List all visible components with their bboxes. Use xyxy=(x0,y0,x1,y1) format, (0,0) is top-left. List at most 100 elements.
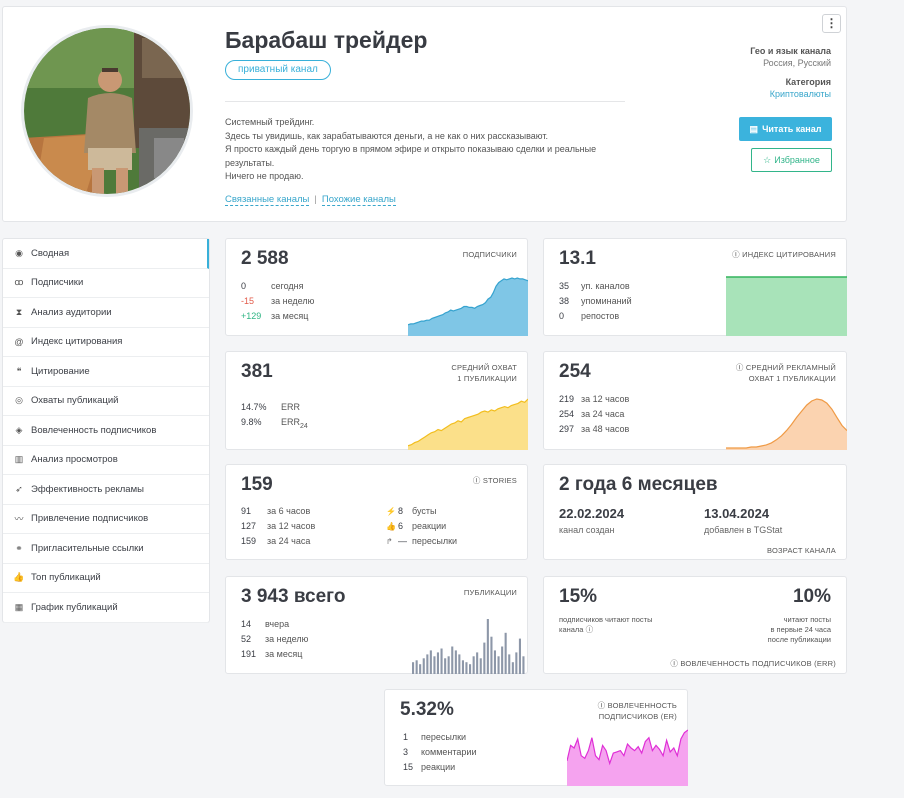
stat-number: 9.8% xyxy=(241,417,262,427)
sidebar-item[interactable]: ➶ Эффективность рекламы xyxy=(3,475,209,505)
er-stats: 1 пересылки 3 комментарии 15 реакции xyxy=(403,730,476,775)
posts-bar xyxy=(522,656,525,674)
info-icon[interactable]: ⓘ xyxy=(597,701,606,710)
private-channel-badge[interactable]: приватный канал xyxy=(225,60,331,80)
posts-bar xyxy=(415,660,418,674)
subscribers-card[interactable]: 2 588 ПОДПИСЧИКИ 0 сегодня -15 за неделю +12… xyxy=(225,238,528,336)
telegram-icon: ▤ xyxy=(749,124,759,134)
posts-bar xyxy=(447,656,450,674)
stat-number: 297 xyxy=(559,424,575,434)
sidebar-item[interactable]: ꝏ Подписчики xyxy=(3,269,209,298)
stat-text: за 12 часов xyxy=(581,394,630,404)
info-icon[interactable]: ⓘ xyxy=(732,250,740,259)
sidebar-item[interactable]: @ Индекс цитирования xyxy=(3,328,209,357)
related-channels-link[interactable]: Связанные каналы xyxy=(225,194,310,206)
stat-row: 3 комментарии xyxy=(403,745,476,760)
dashboard-icon: ◉ xyxy=(15,247,23,258)
citation-card[interactable]: 13.1 ⓘ ИНДЕКС ЦИТИРОВАНИЯ 35 уп. каналов 3… xyxy=(543,238,847,336)
link-icon: ⚭ xyxy=(15,542,23,553)
posts-bar xyxy=(465,662,468,674)
similar-channels-link[interactable]: Похожие каналы xyxy=(321,194,396,206)
channel-header: Барабаш трейдер приватный канал Системны… xyxy=(2,6,847,222)
stat-subscript: 24 xyxy=(300,422,308,430)
err-right-text-line: читают посты xyxy=(783,615,831,624)
sidebar-item[interactable]: ❝ Цитирование xyxy=(3,357,209,387)
avg-reach-card[interactable]: 381 СРЕДНИЙ ОХВАТ 1 ПУБЛИКАЦИИ 14.7% ERR 9.… xyxy=(225,351,528,450)
posts-bar xyxy=(486,619,489,674)
sidebar-item[interactable]: ◉ Сводная xyxy=(3,239,209,269)
stat-number: 15 xyxy=(403,762,414,772)
subscribers-count: 2 588 xyxy=(241,248,289,269)
err-left-value: 15% xyxy=(559,586,598,607)
posts-bar xyxy=(422,658,425,674)
sidebar-item[interactable]: 👍 Топ публикаций xyxy=(3,564,209,593)
posts-bar xyxy=(497,656,500,674)
info-icon[interactable]: ⓘ xyxy=(670,659,679,668)
sidebar-item[interactable]: ◎ Охваты публикаций xyxy=(3,387,209,416)
sidebar-item[interactable]: ⚭ Пригласительные ссылки xyxy=(3,534,209,564)
stat-text: бусты xyxy=(412,506,437,516)
stat-text: за 6 часов xyxy=(267,506,311,516)
posts-value: 3 943 всего xyxy=(241,586,346,607)
citation-index-label: ⓘ ИНДЕКС ЦИТИРОВАНИЯ xyxy=(732,249,836,260)
avg-reach-label-line: 1 ПУБЛИКАЦИИ xyxy=(457,374,517,383)
stories-label: ⓘ STORIES xyxy=(473,475,517,486)
citation-stats: 35 уп. каналов 38 упоминаний 0 репостов xyxy=(559,279,632,324)
created-label: канал создан xyxy=(559,525,615,535)
channel-avatar[interactable] xyxy=(21,25,193,197)
posts-bar xyxy=(454,650,457,674)
stat-row: 254 за 24 часа xyxy=(559,407,629,422)
sidebar-item[interactable]: ◈ Вовлеченность подписчиков xyxy=(3,416,209,446)
stat-text: пересылки xyxy=(412,536,458,546)
err-stats: 14.7% ERR 9.8% ERR24 xyxy=(241,400,308,434)
posts-card[interactable]: 3 943 всего ПУБЛИКАЦИИ 14 вчера 52 за недел… xyxy=(225,576,528,674)
stat-number: 14.7% xyxy=(241,402,267,412)
stat-number: — xyxy=(398,536,407,546)
calendar-icon: ▦ xyxy=(14,601,24,612)
err-left-text-line: канала ⓘ xyxy=(559,625,652,635)
more-menu-icon[interactable]: ⋮ xyxy=(822,14,841,33)
favorite-button[interactable]: ☆ Избранное xyxy=(751,148,832,172)
read-channel-button[interactable]: ▤ Читать канал xyxy=(739,117,832,141)
posts-bar xyxy=(429,650,432,674)
users-icon: ꝏ xyxy=(14,277,24,288)
sidebar-item[interactable]: ▦ График публикаций xyxy=(3,593,209,623)
err-label-text: ВОВЛЕЧЕННОСТЬ ПОДПИСЧИКОВ (ERR) xyxy=(680,659,836,668)
rocket-icon: ➶ xyxy=(15,483,23,494)
sidebar-item[interactable]: 〰 Привлечение подписчиков xyxy=(3,505,209,534)
stat-text: за неделю xyxy=(271,296,315,306)
posts-bar xyxy=(483,642,486,674)
sidebar-item[interactable]: ▥ Анализ просмотров xyxy=(3,446,209,475)
er-area xyxy=(567,730,688,786)
err-right-text-line: в первые 24 часа xyxy=(770,625,831,634)
info-icon[interactable]: ⓘ xyxy=(735,363,744,372)
added-label: добавлен в TGStat xyxy=(704,525,783,535)
err-card[interactable]: 15% подписчиков читают посты канала ⓘ 10%… xyxy=(543,576,847,674)
channel-title: Барабаш трейдер xyxy=(225,27,428,53)
info-icon[interactable]: ⓘ xyxy=(472,476,481,485)
er-label-line: ПОДПИСЧИКОВ (ER) xyxy=(598,712,677,721)
quote-icon: ❝ xyxy=(16,365,22,376)
stat-number: 8 xyxy=(398,506,404,516)
favorite-label: Избранное xyxy=(774,155,820,165)
info-icon[interactable]: ⓘ xyxy=(585,625,594,634)
stat-text: комментарии xyxy=(421,747,477,757)
channel-age-card[interactable]: 2 года 6 месяцев 22.02.2024 канал создан… xyxy=(543,464,847,560)
stat-text: реакции xyxy=(412,521,447,531)
ad-reach-card[interactable]: 254 ⓘ СРЕДНИЙ РЕКЛАМНЫЙ ОХВАТ 1 ПУБЛИКАЦИ… xyxy=(543,351,847,450)
stat-text: ERR xyxy=(281,417,301,427)
stat-row: 14 вчера xyxy=(241,617,308,632)
stat-text: репостов xyxy=(581,311,620,321)
sidebar-item-label: Индекс цитирования xyxy=(31,336,123,348)
sidebar-nav: ◉ Сводная ꝏ Подписчики ⧗ Анализ аудитории @ Инд… xyxy=(2,238,210,623)
citation-area xyxy=(726,277,847,336)
category-value[interactable]: Криптовалюты xyxy=(769,89,831,99)
posts-bar xyxy=(419,664,422,674)
stat-row: ⚡ 8 бусты xyxy=(386,504,457,519)
posts-bar xyxy=(461,660,464,674)
geo-value: Россия, Русский xyxy=(763,58,831,68)
er-card[interactable]: 5.32% ⓘ ВОВЛЕЧЕННОСТЬ ПОДПИСЧИКОВ (ER) 1п… xyxy=(384,689,688,786)
sidebar-item[interactable]: ⧗ Анализ аудитории xyxy=(3,298,209,328)
stories-card[interactable]: 159 ⓘ STORIES 91 за 6 часов 127 за 12 часов… xyxy=(225,464,528,560)
posts-bar xyxy=(469,664,472,674)
